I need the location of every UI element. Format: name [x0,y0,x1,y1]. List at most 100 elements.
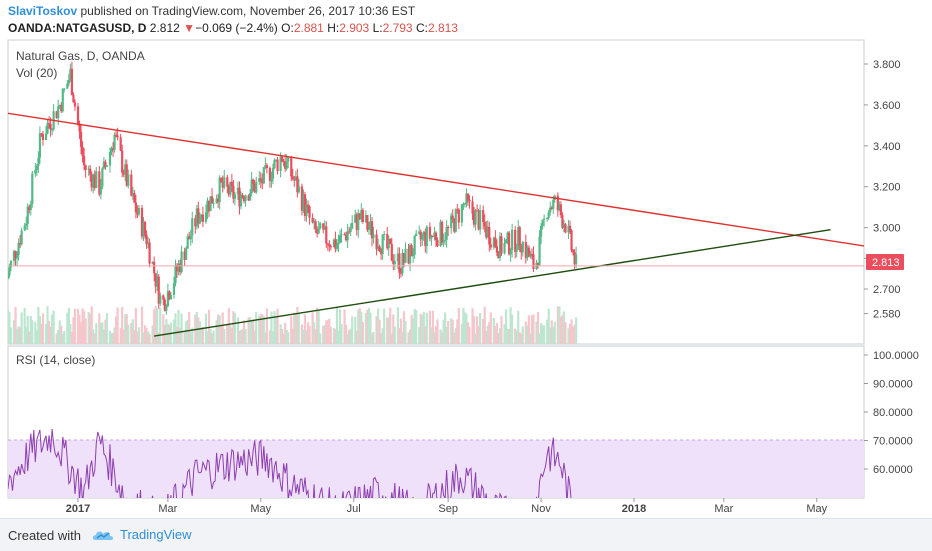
candle-down [252,179,255,184]
candle-down [453,219,456,232]
volume-bar [532,314,535,344]
volume-bar [154,306,157,344]
volume-bar [40,323,43,344]
volume-bar [116,307,119,344]
volume-bar [101,322,104,344]
candle-up [223,177,226,188]
candle-up [63,88,66,90]
volume-bar [108,331,112,344]
volume-bar [549,327,552,344]
volume-bar [66,312,69,344]
candle-down [476,210,479,212]
volume-bar [133,330,136,344]
candle-down [456,209,459,211]
volume-bar [351,316,354,344]
volume-bar [104,319,107,344]
volume-bar [334,329,337,344]
published-text: published on TradingView.com, November 2… [80,4,416,18]
volume-bar [95,323,98,344]
volume-bar [131,319,134,344]
volume-bar [530,315,534,344]
chart-area[interactable]: 3.8003.6003.4003.2003.0002.8502.7002.580… [0,0,932,518]
volume-bar [78,315,81,344]
volume-bar [556,306,559,344]
volume-bar [360,311,363,344]
candle-up [422,231,425,235]
volume-bar [477,326,480,344]
candle-up [101,168,104,187]
volume-bar [76,308,80,344]
volume-bar [361,322,364,344]
candle-up [317,228,320,234]
candle-up [95,171,98,188]
volume-bar [561,315,564,344]
candle-up [349,228,352,232]
volume-bar [535,321,538,344]
candle-up [110,148,113,153]
candle-down [197,208,200,224]
tradingview-link[interactable]: TradingView [92,527,192,542]
candle-up [191,218,194,236]
volume-bar [186,320,189,344]
volume-bar [445,327,448,344]
volume-bar [189,331,192,344]
candle-down [311,217,314,223]
volume-bar [372,331,375,344]
volume-bar [393,326,396,344]
candle-down [561,215,564,228]
candle-up [35,165,38,170]
volume-bar [151,325,154,344]
candle-up [460,204,463,223]
candle-down [494,237,497,247]
candle-down [90,174,93,188]
candle-up [255,181,258,193]
volume-bar [8,312,11,344]
candle-down [163,299,166,311]
candle-up [46,123,49,134]
candle-down [532,254,535,269]
candle-up [12,250,16,261]
candle-up [131,193,134,196]
volume-bar [539,323,543,344]
volume-bar [465,313,468,344]
rsi-tick-label: 90.0000 [873,379,913,391]
candle-down [259,178,262,181]
candle-up [180,251,183,273]
volume-bar [264,332,267,344]
candle-up [445,227,448,240]
candle-up [575,254,578,265]
candle-down [140,207,144,237]
volume-bar [25,327,28,344]
price-pane[interactable] [7,39,865,345]
candle-down [424,231,427,247]
volume-bar [221,312,224,344]
candle-up [287,156,290,162]
candle-up [319,223,322,229]
volume-bar [418,327,421,344]
volume-bar [340,324,343,344]
open-value: 2.881 [293,21,324,35]
candle-up [185,248,188,260]
candle-up [543,218,546,220]
candle-up [504,239,508,244]
volume-bar [568,323,572,344]
candle-down [281,156,284,162]
volume-bar [31,320,34,344]
volume-bar [23,308,26,344]
candle-up [367,228,371,231]
volume-bar [217,314,220,344]
candle-up [172,283,176,295]
candle-down [428,226,431,239]
volume-bar [232,311,235,344]
volume-bar [552,327,555,344]
volume-bar [250,319,253,344]
candle-down [104,161,107,167]
volume-bar [526,325,529,344]
volume-bar [367,307,371,344]
volume-bar [451,319,454,344]
author-name[interactable]: SlaviToskov [8,4,78,18]
candle-up [401,252,404,274]
time-tick-label: Mar [714,503,733,515]
candle-up [105,165,109,167]
volume-bar [159,307,162,344]
